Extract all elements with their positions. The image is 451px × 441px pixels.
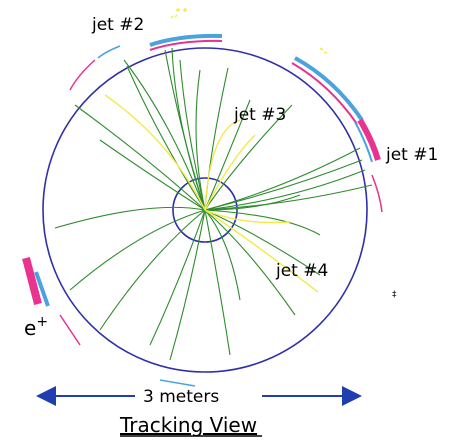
inner-detector-circle [172,177,238,243]
outer-detector-circle [42,47,368,373]
jet1-deposit-cyan [294,56,364,122]
jet2-deposit-magenta [149,39,223,51]
positron-arc-magenta [59,314,81,346]
soft-hit-specks [170,8,328,54]
soft-tracks [104,94,319,293]
jet3-label: jet #3 [233,105,286,125]
bottom-cyan-stub [159,379,196,387]
jet4-label: jet #4 [275,261,328,281]
diagram-title: Tracking View [119,413,257,437]
jet1-deposit-main-magenta [357,118,381,161]
jet2-deposit-cyan [149,33,223,47]
jet2-label: jet #2 [91,15,144,35]
jet1-deposit-main-cyan [354,121,373,163]
green-tracks [54,47,373,361]
right-arc-magenta [371,174,383,213]
jet1-deposit-magenta [291,62,358,125]
positron-deposit-cyan [34,271,50,307]
positron-label: e+ [24,314,48,340]
left-arc-magenta [69,59,96,91]
left-arc-cyan [97,45,121,59]
calorimeter-deposits [22,33,383,387]
jet1-label: jet #1 [385,145,438,165]
scale-label: 3 meters [143,387,219,407]
positron-deposit-magenta [22,256,42,306]
small-mark: ‡ [392,290,397,300]
